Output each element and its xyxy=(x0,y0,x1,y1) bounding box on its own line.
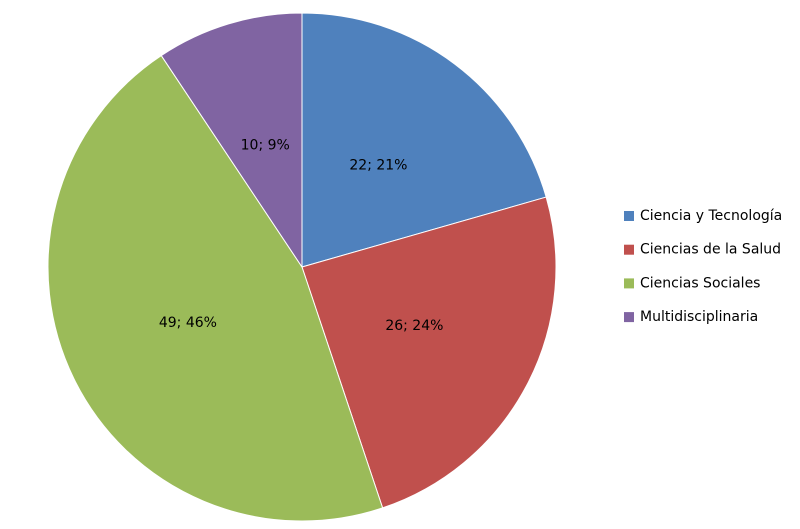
pie-slice xyxy=(301,196,557,509)
data-label: 22; 21% xyxy=(349,158,407,174)
legend-label: Ciencias de la Salud xyxy=(640,242,781,258)
data-label: 26; 24% xyxy=(385,318,443,334)
legend-label: Ciencias Sociales xyxy=(640,275,760,291)
legend-swatch xyxy=(624,278,634,289)
legend-swatch xyxy=(624,211,634,221)
pie-slice xyxy=(47,54,384,522)
legend-swatch xyxy=(624,244,634,255)
legend-swatch xyxy=(624,312,634,323)
pie-slice xyxy=(160,12,303,269)
pie-slice xyxy=(301,12,547,268)
legend-label: Ciencia y Tecnología xyxy=(640,208,782,224)
data-label: 49; 46% xyxy=(159,315,217,331)
data-label: 10; 9% xyxy=(241,137,290,153)
legend-label: Multidisciplinaria xyxy=(640,309,758,325)
